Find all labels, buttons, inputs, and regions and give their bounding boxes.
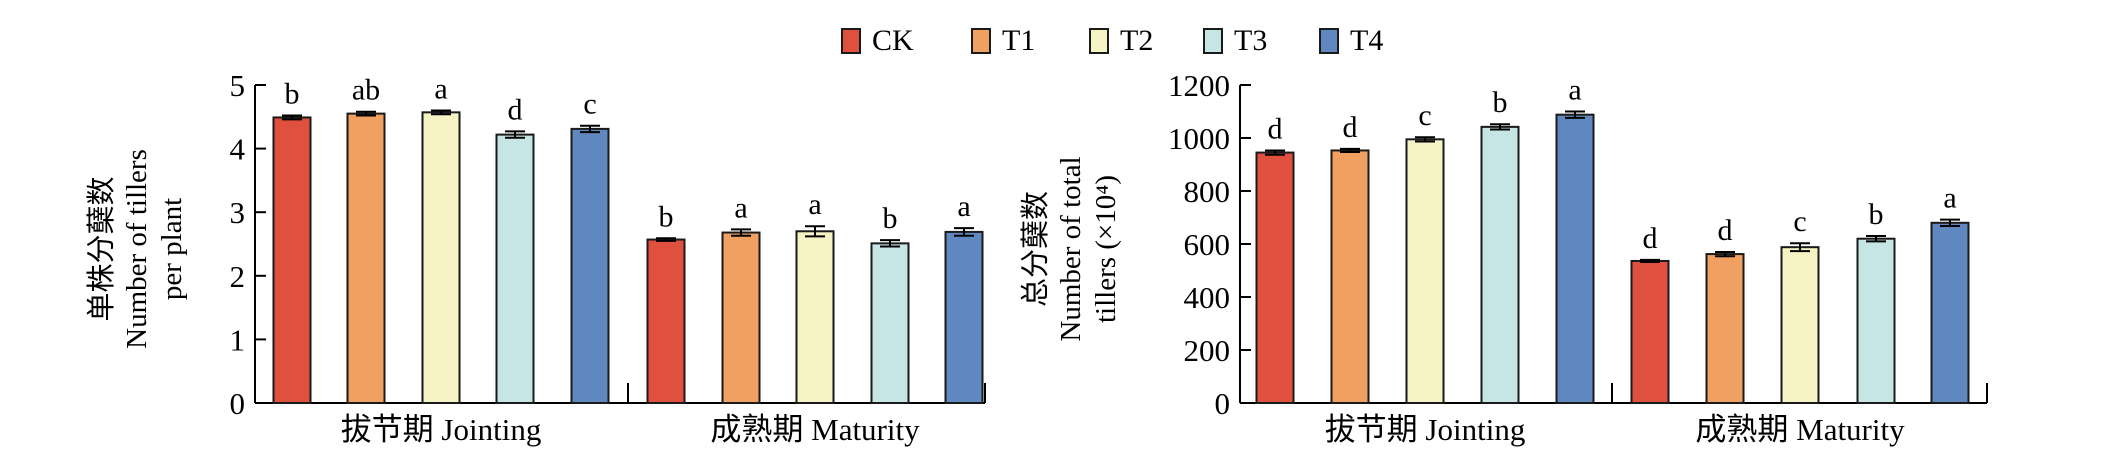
chart2-bar-t4 [1930, 221, 1970, 404]
chart1-significance-letter: a [957, 190, 970, 223]
chart2-significance-letter: a [1568, 74, 1581, 107]
chart2-significance-letter: d [1643, 222, 1658, 255]
chart1-bar-t3 [870, 242, 910, 404]
legend-swatch-t1 [971, 28, 991, 54]
chart1-marks: 0 1 2 3 4 5 b b ab a a a d b c a [230, 68, 986, 421]
chart1-bar-t2 [421, 111, 461, 405]
chart2-ylabel-cn: 总分蘖数 [1019, 191, 1052, 307]
chart2-significance-letter: b [1493, 86, 1508, 119]
chart2-significance-letter: d [1718, 214, 1733, 247]
chart2-bar-t3 [1856, 237, 1896, 404]
chart1-significance-letter: a [734, 191, 747, 224]
chart1-y-tick-label: 5 [230, 68, 246, 103]
chart1-xlabel-jointing: 拔节期 Jointing [341, 412, 542, 447]
chart2-y-tick-label: 0 [1215, 386, 1231, 421]
chart1-y-tick-label: 4 [230, 132, 246, 167]
chart2-ylabel-en-line2: tillers (×10⁴) [1090, 175, 1122, 323]
legend-swatch-t4 [1319, 28, 1339, 54]
chart1-bar-ck [272, 116, 312, 404]
chart2-ylabel-en-line1: Number of total [1055, 156, 1087, 341]
legend-label-t4: T4 [1350, 24, 1383, 57]
chart1-bar-t4 [570, 127, 610, 404]
legend-label-t3: T3 [1234, 24, 1267, 57]
chart2-y-tick-label: 800 [1184, 174, 1231, 209]
chart2-bar-t2 [1780, 246, 1820, 404]
chart1-bar-ck [646, 238, 686, 404]
legend-label-t1: T1 [1002, 24, 1035, 57]
chart2-bar-t1 [1330, 149, 1370, 404]
chart-tillers-per-plant: 单株分蘖数 Number of tillers per plant 0 1 2 3 4 5… [85, 68, 986, 447]
chart2-significance-letter: c [1793, 205, 1806, 238]
chart1-bar-t1 [721, 231, 761, 404]
chart1-significance-letter: c [583, 88, 596, 121]
legend: CK T1 T2 T3 T4 [841, 24, 1383, 57]
chart2-marks: 0 200 400 600 800 1000 1200 d d d d c c b b a a [1168, 68, 1988, 421]
chart2-bar-ck [1630, 259, 1670, 404]
chart1-ylabel-en-line1: Number of tillers [121, 149, 153, 349]
legend-label-t2: T2 [1120, 24, 1153, 57]
chart2-significance-letter: c [1418, 99, 1431, 132]
chart1-bar-t2 [795, 230, 835, 404]
chart1-bar-t4 [944, 230, 984, 404]
chart1-significance-letter: ab [352, 74, 380, 107]
chart1-bar-t3 [495, 133, 535, 404]
chart1-y-tick-label: 2 [230, 259, 246, 294]
chart1-bar-t1 [346, 112, 386, 405]
chart2-bar-t2 [1405, 138, 1445, 404]
chart1-significance-letter: b [883, 202, 898, 235]
legend-swatch-ck [841, 28, 861, 54]
chart1-ylabel-en-line2: per plant [156, 198, 188, 300]
chart2-xlabel-maturity: 成熟期 Maturity [1695, 412, 1905, 447]
legend-swatch-t3 [1203, 28, 1223, 54]
chart2-y-tick-label: 1200 [1168, 68, 1230, 103]
chart2-significance-letter: b [1869, 198, 1884, 231]
chart2-bar-t1 [1705, 253, 1745, 404]
chart2-bar-ck [1255, 151, 1295, 404]
chart2-bar-t4 [1555, 113, 1595, 405]
legend-label-ck: CK [872, 24, 914, 57]
chart1-y-tick-label: 3 [230, 195, 246, 230]
chart2-y-tick-label: 400 [1184, 280, 1231, 315]
chart1-significance-letter: a [434, 72, 447, 105]
chart1-y-tick-label: 1 [230, 322, 246, 357]
chart2-y-tick-label: 1000 [1168, 121, 1230, 156]
legend-swatch-t2 [1089, 28, 1109, 54]
chart2-bar-t3 [1480, 125, 1520, 405]
chart1-significance-letter: b [659, 200, 674, 233]
chart1-y-tick-label: 0 [230, 386, 246, 421]
chart2-y-tick-label: 200 [1184, 333, 1231, 368]
chart1-significance-letter: d [508, 93, 523, 126]
chart1-xlabel-maturity: 成熟期 Maturity [710, 412, 920, 447]
chart1-significance-letter: a [808, 188, 821, 221]
chart1-ylabel-cn: 单株分蘖数 [85, 176, 118, 321]
chart2-xlabel-jointing: 拔节期 Jointing [1325, 412, 1526, 447]
chart2-y-tick-label: 600 [1184, 227, 1231, 262]
chart2-significance-letter: d [1343, 111, 1358, 144]
chart2-significance-letter: a [1943, 182, 1956, 215]
chart1-significance-letter: b [285, 78, 300, 111]
chart2-significance-letter: d [1268, 112, 1283, 145]
chart-total-tillers: 总分蘖数 Number of total tillers (×10⁴) 0 200… [1019, 68, 1988, 447]
